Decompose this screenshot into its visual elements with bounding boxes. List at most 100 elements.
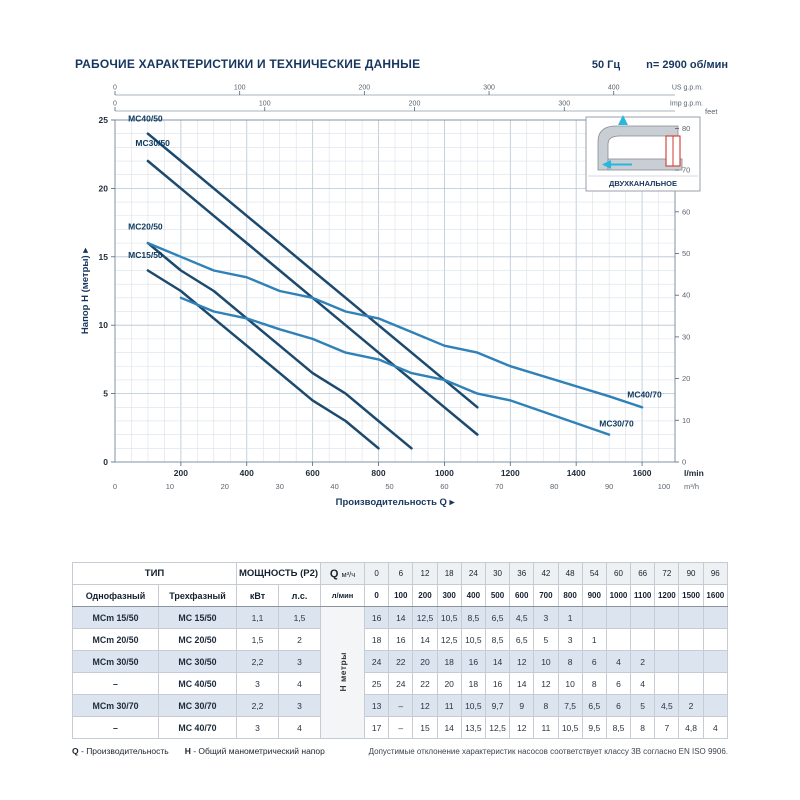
head-value — [630, 606, 656, 629]
three-phase-model: MC 30/70 — [158, 694, 237, 717]
pump-row: MCm 30/70 MC 30/70 2,2 3 13–12 11 10,5 9,7 9 8 7,5… — [72, 694, 729, 717]
legend-h-symbol: H — [184, 746, 191, 756]
m3h-flow-value: 90 — [678, 562, 704, 585]
power-kw: 1,1 — [236, 606, 279, 629]
header-single-phase: Однофазный — [72, 584, 159, 607]
lmin-tick-label: 600 — [306, 468, 320, 478]
lmin-flow-value: 400 — [460, 584, 486, 607]
lmin-flow-value: 700 — [533, 584, 559, 607]
power-hp: 3 — [277, 650, 322, 673]
head-value — [605, 606, 632, 629]
lmin-tick-label: 1200 — [501, 468, 520, 478]
lmin-flow-value: 900 — [581, 584, 607, 607]
head-value: 24 — [388, 672, 414, 695]
head-value: 3 — [557, 628, 583, 651]
head-value: 1 — [581, 628, 607, 651]
motor-specs: 50 Гц n= 2900 об/мин — [592, 59, 728, 71]
us-gpm-tick-label: 100 — [234, 85, 246, 92]
lmin-tick-label: 400 — [240, 468, 254, 478]
head-value: 15 — [412, 716, 438, 739]
m3h-flow-value: 60 — [605, 562, 632, 585]
single-phase-model: MCm 15/50 — [72, 606, 159, 629]
inset-label: ДВУХКАНАЛЬНОЕ — [609, 179, 677, 188]
y-tick-label: 10 — [99, 320, 109, 330]
header-power: МОЩНОСТЬ (P2) — [235, 562, 322, 585]
feet-tick-label: 40 — [682, 291, 690, 300]
power-hp: 2 — [277, 628, 322, 651]
imp-gpm-tick-label: 0 — [113, 101, 117, 108]
curve-mc20-50 — [146, 241, 413, 450]
three-phase-model: MC 20/50 — [158, 628, 237, 651]
performance-chart: ДВУХКАНАЛЬНОЕ 0 100 200 300 400 US g.p.m.0 100… — [80, 85, 718, 509]
head-value: 8 — [533, 694, 559, 717]
head-value: 11 — [436, 694, 462, 717]
m3h-tick-label: 100 — [658, 482, 671, 491]
m3h-flow-value: 36 — [509, 562, 535, 585]
legend-h-text: - Общий манометрический напор — [193, 746, 325, 756]
head-value: 2 — [630, 650, 656, 673]
m3h-unit-label: м³/ч — [341, 569, 356, 579]
head-value: 12,5 — [436, 628, 462, 651]
lmin-flow-value: 1600 — [702, 584, 729, 607]
header-three-phase: Трехфазный — [158, 584, 237, 607]
head-value: 8,5 — [460, 606, 486, 629]
lmin-unit: l/min — [684, 468, 704, 478]
head-value — [678, 672, 704, 695]
head-value: 13 — [364, 694, 390, 717]
head-value — [630, 628, 656, 651]
curve-mc40-50 — [146, 132, 479, 409]
flow-arrow-left-icon — [602, 160, 611, 169]
head-value: 6 — [605, 672, 632, 695]
page-title: РАБОЧИЕ ХАРАКТЕРИСТИКИ И ТЕХНИЧЕСКИЕ ДАН… — [75, 57, 421, 71]
imp-gpm-tick-label: 200 — [409, 101, 421, 108]
m3h-tick-label: 20 — [221, 482, 229, 491]
feet-tick-label: 20 — [682, 374, 690, 383]
head-value: 10 — [533, 650, 559, 673]
head-value: 9,5 — [581, 716, 607, 739]
head-value: 8 — [630, 716, 656, 739]
power-hp: 4 — [277, 672, 322, 695]
head-value — [678, 606, 704, 629]
curve-label: MC40/70 — [627, 390, 662, 400]
chart-axes-curves: 0 100 200 300 400 US g.p.m.0 100 200 300 Imp g.p.… — [80, 85, 718, 509]
single-phase-model: MCm 20/50 — [72, 628, 159, 651]
y-axis-title: Напор H (метры) ▸ — [80, 247, 91, 334]
head-value — [654, 628, 680, 651]
m3h-flow-value: 42 — [533, 562, 559, 585]
head-value: 4,5 — [509, 606, 535, 629]
head-value: 10,5 — [460, 694, 486, 717]
head-value: 4 — [702, 716, 729, 739]
head-value: 6 — [605, 694, 632, 717]
head-value: 16 — [388, 628, 414, 651]
head-value: 10,5 — [460, 628, 486, 651]
head-value: 6 — [581, 650, 607, 673]
head-value: 10,5 — [436, 606, 462, 629]
head-value: 6,5 — [509, 628, 535, 651]
curve-label: MC30/70 — [599, 418, 634, 428]
header-kw: кВт — [236, 584, 279, 607]
power-kw: 3 — [236, 672, 279, 695]
head-value: 4 — [605, 650, 632, 673]
head-value: 17 — [364, 716, 390, 739]
header-type: ТИП — [72, 562, 237, 585]
head-value — [702, 628, 729, 651]
head-value — [702, 672, 729, 695]
y-tick-label: 5 — [103, 389, 108, 399]
head-value — [678, 628, 704, 651]
legend-q: Q - Производительность — [72, 746, 169, 756]
head-value — [605, 628, 632, 651]
lmin-flow-value: 600 — [509, 584, 535, 607]
imp-gpm-tick-label: 300 — [558, 101, 570, 108]
three-phase-model: MC 30/50 — [158, 650, 237, 673]
m3h-flow-value: 6 — [388, 562, 414, 585]
head-value: 24 — [364, 650, 390, 673]
feet-tick-label: 10 — [682, 416, 690, 425]
head-value: 20 — [412, 650, 438, 673]
head-value: 10,5 — [557, 716, 583, 739]
head-value — [654, 606, 680, 629]
h-meters-cell: H метры — [320, 606, 366, 739]
head-value: 7 — [654, 716, 680, 739]
legend-h: H - Общий манометрический напор — [185, 746, 325, 756]
feet-tick-label: 80 — [682, 124, 690, 133]
power-hp: 1,5 — [277, 606, 322, 629]
